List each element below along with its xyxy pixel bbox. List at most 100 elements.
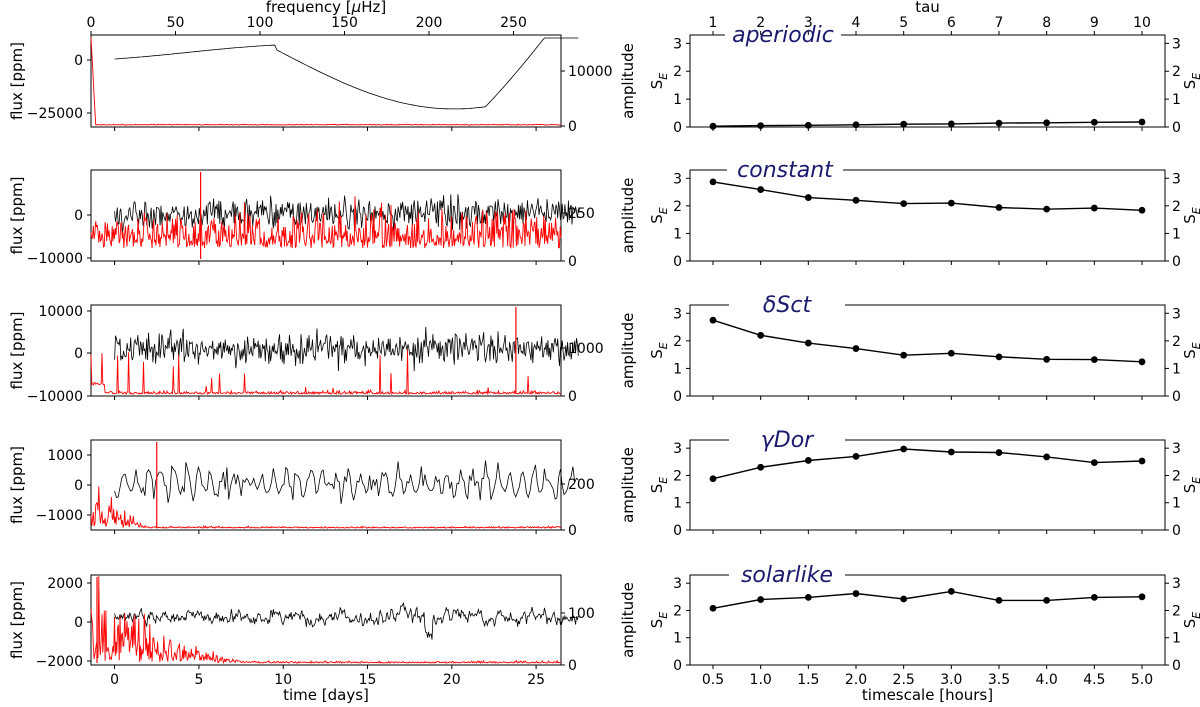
se-tick-label-left: 3	[673, 36, 682, 52]
tau-tick-label: 7	[995, 15, 1004, 31]
freq-tick-label: 50	[167, 15, 185, 31]
flux-tick-label: 0	[74, 53, 83, 69]
entropy-row-1: 0 0 1 1 2 2 3 3 SE SE aperiodic	[648, 22, 1200, 136]
se-point	[1138, 118, 1146, 126]
timescale-tick-label: 1.0	[750, 672, 772, 688]
flux-tick-label: −10000	[27, 389, 83, 405]
se-tick-label-right: 3	[1172, 171, 1181, 187]
amp-tick-label: 0	[568, 119, 577, 135]
axes-frame	[689, 304, 1166, 397]
se-tick-label-left: 3	[673, 441, 682, 457]
tau-tick-label: 1	[709, 15, 718, 31]
entropy-panels: 0 0 1 1 2 2 3 3 SE SE aperiodic 0 0 1 1 2 2 3 3 SE SE constan…	[648, 0, 1200, 704]
se-tick-label-left: 1	[673, 92, 682, 108]
se-tick-label-right: 2	[1172, 199, 1181, 215]
timescale-tick-label: 4.0	[1036, 672, 1058, 688]
amplitude-axis-label: amplitude	[619, 178, 637, 254]
se-point	[995, 119, 1003, 127]
freq-tick-label: 150	[331, 15, 358, 31]
tau-tick-label: 2	[756, 15, 765, 31]
class-label-box	[729, 427, 845, 451]
se-point	[900, 595, 908, 603]
se-tick-label-right: 1	[1172, 496, 1181, 512]
amplitude-axis-label: amplitude	[619, 313, 637, 389]
se-point	[947, 120, 955, 128]
se-tick-label-right: 3	[1172, 36, 1181, 52]
flux-axis-label: flux [ppm]	[8, 177, 26, 255]
time-tick-label: 0	[110, 672, 119, 688]
tau-tick-label: 4	[852, 15, 861, 31]
se-axis-label-left: SE	[648, 207, 670, 224]
se-point	[1138, 457, 1146, 465]
se-tick-label-right: 1	[1172, 631, 1181, 647]
se-series-line	[712, 590, 1143, 609]
flux-axis-label: flux [ppm]	[8, 42, 26, 120]
se-tick-label-right: 1	[1172, 361, 1181, 377]
se-point	[804, 121, 812, 129]
se-point	[947, 199, 955, 207]
timescale-tick-label: 1.5	[797, 672, 819, 688]
se-point	[1138, 206, 1146, 214]
se-point	[947, 349, 955, 357]
amplitude-spectrum	[90, 196, 562, 249]
flux-axis-label: flux [ppm]	[8, 446, 26, 524]
flux-tick-label: 10000	[38, 304, 83, 320]
time-tick-label: 25	[527, 672, 545, 688]
se-point	[1138, 593, 1146, 601]
se-point	[1043, 205, 1051, 213]
se-point	[1043, 596, 1051, 604]
amplitude-spectrum	[90, 349, 562, 396]
se-point	[1043, 119, 1051, 127]
flux-tick-label: −1000	[36, 508, 83, 524]
flux-tick-label: 1000	[47, 448, 83, 464]
se-point	[804, 593, 812, 601]
se-point	[709, 316, 717, 324]
se-tick-label-left: 3	[673, 171, 682, 187]
class-label: γDor	[761, 428, 815, 453]
entropy-row-5: 0 0 1 1 2 2 3 3 SE SE solarlike	[648, 562, 1200, 674]
amp-tick-label: 0	[568, 389, 577, 405]
entropy-row-4: 0 0 1 1 2 2 3 3 SE SE γDor	[648, 427, 1200, 539]
se-point	[804, 194, 812, 201]
se-tick-label-left: 1	[673, 496, 682, 512]
se-point	[757, 331, 765, 339]
tau-tick-label: 10	[1133, 15, 1151, 31]
lightcurve-row-2: 0 −10000 250 0 flux [ppm] amplitude	[8, 169, 637, 270]
class-label: δSct	[763, 293, 813, 318]
flux-tick-label: 0	[74, 346, 83, 362]
axes-frame	[689, 439, 1166, 531]
timescale-tick-label: 0.5	[702, 672, 724, 688]
se-axis-label-right: SE	[1181, 73, 1200, 90]
se-axis-label-left: SE	[648, 73, 670, 90]
flux-curve	[114, 602, 579, 640]
amplitude-axis-label: amplitude	[619, 582, 637, 658]
se-point	[709, 604, 717, 612]
class-label-box	[725, 22, 841, 46]
tau-tick-label: 6	[947, 15, 956, 31]
amp-tick-label: 10000	[568, 64, 613, 80]
se-point	[709, 178, 717, 186]
axes-frame	[90, 574, 562, 666]
se-tick-label-left: 0	[673, 389, 682, 405]
flux-tick-label: −2000	[36, 654, 83, 670]
class-label-box	[729, 562, 845, 586]
amp-tick-label: 0	[568, 254, 577, 270]
timescale-tick-label: 2.0	[845, 672, 867, 688]
flux-tick-label: 0	[74, 208, 83, 224]
se-point	[900, 351, 908, 359]
se-tick-label-left: 2	[673, 199, 682, 215]
se-point	[852, 590, 860, 597]
frequency-axis-label: frequency [μHz]	[266, 0, 386, 16]
se-series-line	[712, 121, 1143, 127]
se-tick-label-left: 0	[673, 120, 682, 136]
amp-tick-label: 100	[568, 606, 595, 622]
entropy-row-3: 0 0 1 1 2 2 3 3 SE SE δSct	[648, 292, 1200, 405]
timescale-tick-label: 3.0	[940, 672, 962, 688]
se-series-line	[712, 181, 1143, 211]
flux-tick-label: 0	[74, 615, 83, 631]
se-tick-label-right: 0	[1172, 254, 1181, 270]
se-tick-label-right: 3	[1172, 441, 1181, 457]
se-axis-label-right: SE	[1181, 207, 1200, 224]
se-tick-label-right: 3	[1172, 306, 1181, 322]
se-point	[757, 463, 765, 471]
